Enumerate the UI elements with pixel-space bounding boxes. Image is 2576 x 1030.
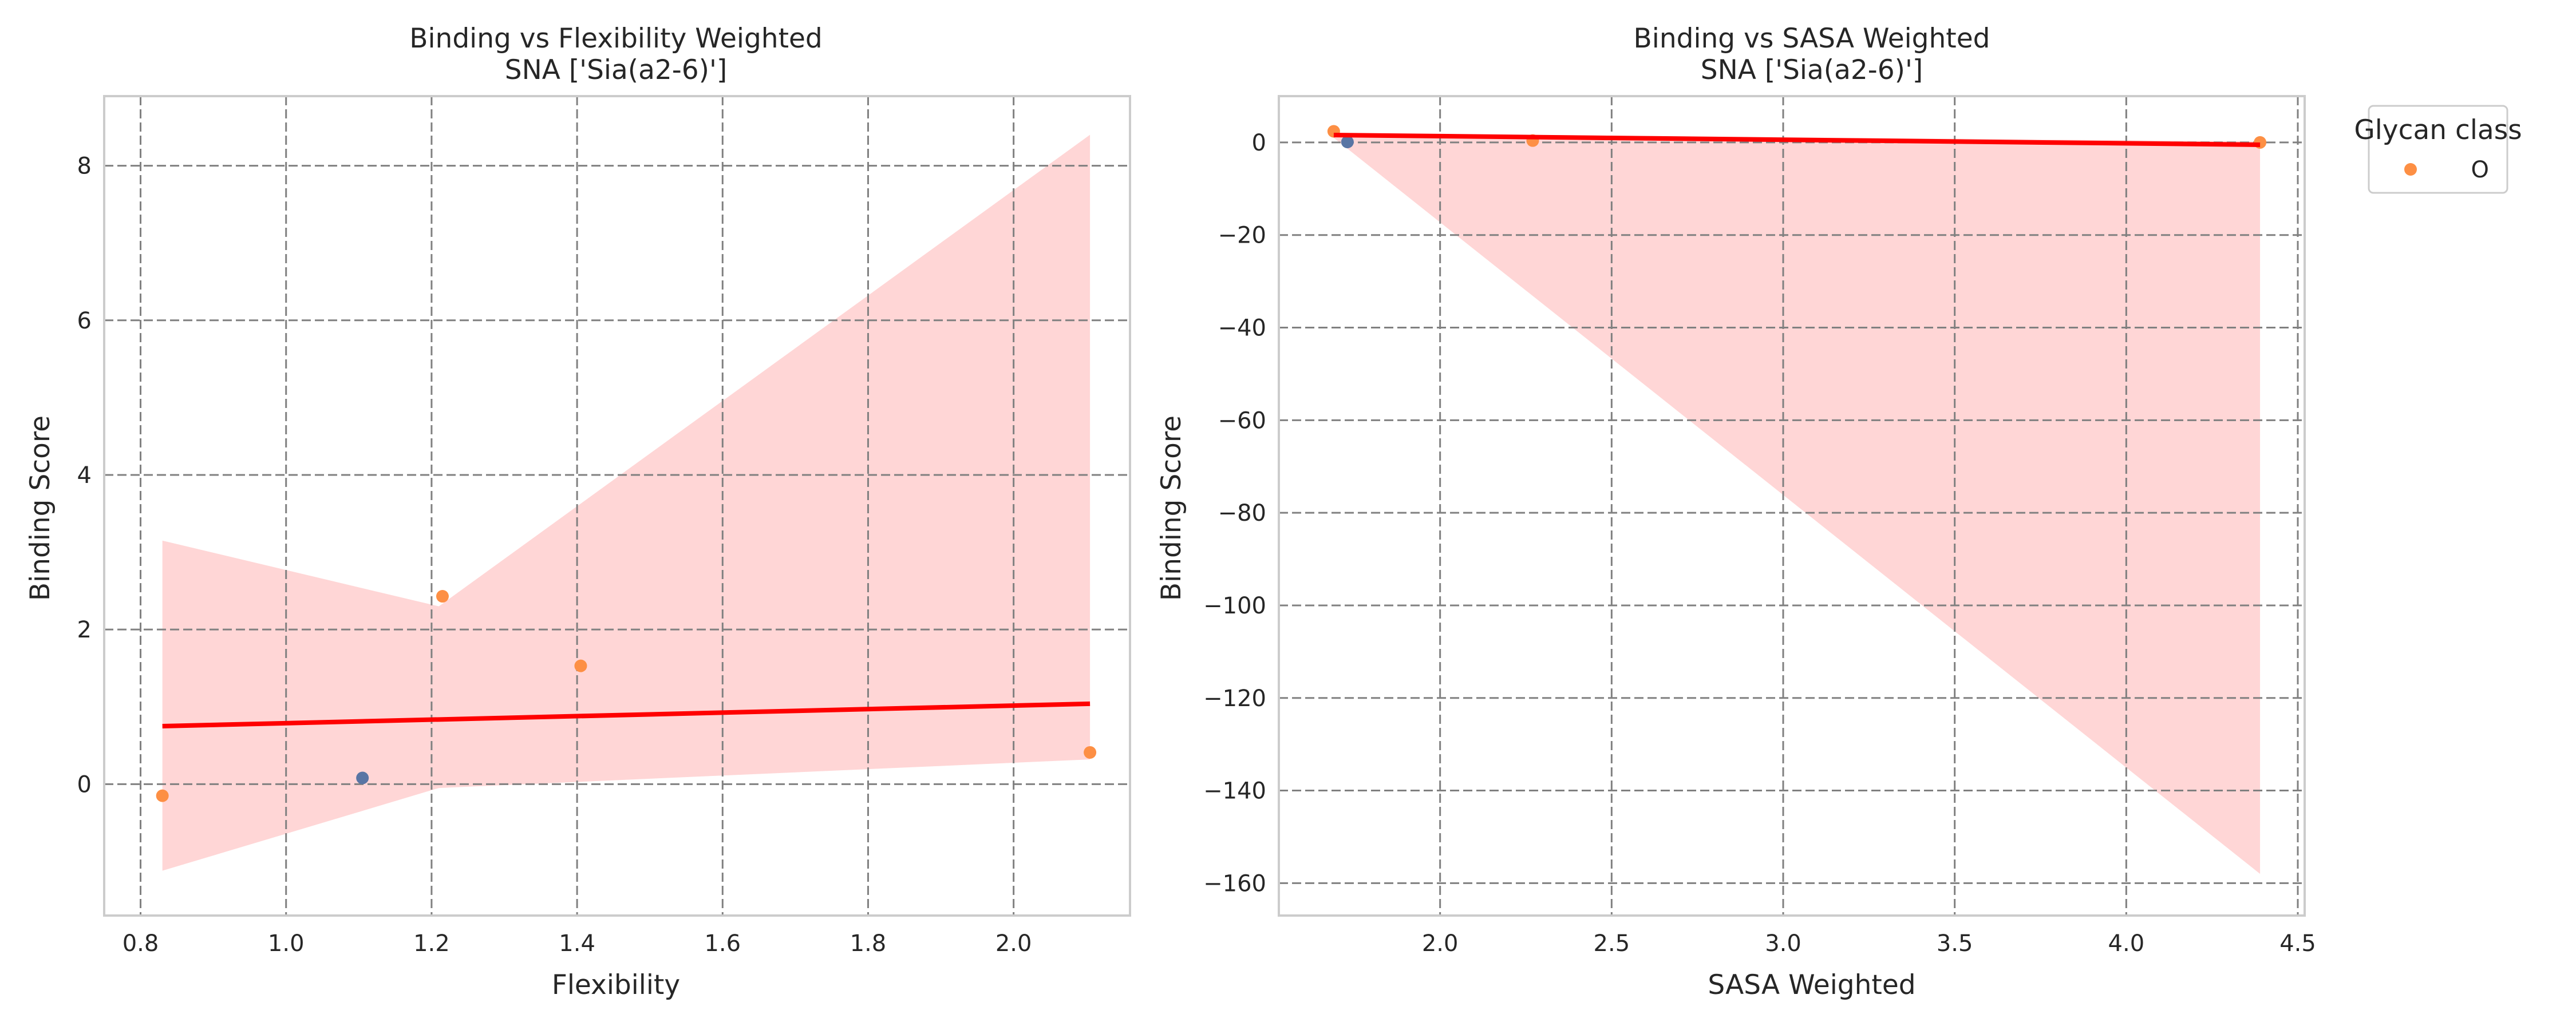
sasa-x-tick-label: 4.0 <box>2108 930 2145 957</box>
flexibility-data-point <box>1084 746 1097 759</box>
flexibility-plot-content <box>104 96 1130 916</box>
sasa-x-tick-label: 2.0 <box>1422 930 1459 957</box>
flexibility-data-point <box>156 789 169 802</box>
sasa-x-tick-label: 3.0 <box>1765 930 1801 957</box>
sasa-regression-line <box>1333 132 2261 147</box>
flexibility-x-tick-label: 1.2 <box>413 930 450 957</box>
flexibility-x-tick-label: 1.0 <box>268 930 305 957</box>
flexibility-data-point <box>356 771 369 785</box>
legend-label-o: O <box>2471 157 2489 183</box>
flexibility-y-tick-label: 0 <box>77 771 92 798</box>
sasa-y-tick-label: 0 <box>1252 130 1266 156</box>
flexibility-x-tick-label: 2.0 <box>995 930 1032 957</box>
flexibility-x-tick-label: 1.4 <box>559 930 595 957</box>
sasa-y-tick-label: −20 <box>1218 223 1266 249</box>
sasa-confidence-band <box>1333 133 2261 874</box>
flexibility-chart-subtitle: SNA ['Sia(a2-6)'] <box>505 54 728 86</box>
sasa-chart-title: Binding vs SASA Weighted <box>1634 23 1990 54</box>
sasa-y-tick-label: −100 <box>1203 593 1266 619</box>
sasa-y-tick-label: −40 <box>1218 315 1266 342</box>
legend: Glycan class O <box>2354 105 2522 194</box>
flexibility-x-tick-label: 1.8 <box>850 930 887 957</box>
flexibility-y-axis-label: Binding Score <box>25 415 56 601</box>
sasa-x-tick-label: 4.5 <box>2279 930 2316 957</box>
sasa-x-axis-label: SASA Weighted <box>1708 969 1915 1001</box>
sasa-x-tick-label: 3.5 <box>1937 930 1973 957</box>
flexibility-panel: 0.8 1.0 1.2 1.4 1.6 1.8 2.0 0 2 4 6 8 Binding vs Fl… <box>25 23 1131 1001</box>
sasa-y-tick-label: −60 <box>1218 407 1266 434</box>
sasa-y-tick-label: −80 <box>1218 500 1266 526</box>
sasa-plot-area: 2.0 2.5 3.0 3.5 4.0 4.5 0 −20 −40 −60 −80 −100 −120 −… <box>1203 95 2316 957</box>
sasa-plot-content <box>1279 96 2305 916</box>
flexibility-data-point <box>436 590 449 603</box>
sasa-y-tick-label: −140 <box>1203 778 1266 805</box>
flexibility-x-axis-label: Flexibility <box>552 969 680 1001</box>
flexibility-regression-line <box>162 701 1091 729</box>
legend-frame <box>2368 105 2508 194</box>
sasa-panel: 2.0 2.5 3.0 3.5 4.0 4.5 0 −20 −40 −60 −80 −100 −120 −… <box>1156 23 2316 1001</box>
sasa-y-tick-label: −120 <box>1203 686 1266 712</box>
sasa-data-point <box>1341 136 1354 149</box>
sasa-y-tick-label: −160 <box>1203 870 1266 897</box>
legend-title: Glycan class <box>2354 114 2522 146</box>
sasa-chart-subtitle: SNA ['Sia(a2-6)'] <box>1701 54 1923 86</box>
flexibility-axes-frame <box>103 95 1131 917</box>
flexibility-y-tick-label: 6 <box>77 308 92 334</box>
flexibility-confidence-band <box>162 134 1091 871</box>
flexibility-y-tick-label: 2 <box>77 617 92 643</box>
flexibility-plot-area: 0.8 1.0 1.2 1.4 1.6 1.8 2.0 0 2 4 6 8 <box>77 95 1131 957</box>
flexibility-x-tick-label: 1.6 <box>704 930 741 957</box>
sasa-axes-frame <box>1278 95 2306 917</box>
flexibility-y-tick-label: 8 <box>77 153 92 180</box>
sasa-x-tick-label: 2.5 <box>1594 930 1630 957</box>
flexibility-x-tick-label: 0.8 <box>123 930 159 957</box>
legend-marker-o <box>2404 163 2417 176</box>
flexibility-data-point <box>574 659 587 672</box>
flexibility-y-tick-label: 4 <box>77 462 92 489</box>
flexibility-chart-title: Binding vs Flexibility Weighted <box>409 23 823 54</box>
sasa-y-axis-label: Binding Score <box>1156 415 1187 601</box>
